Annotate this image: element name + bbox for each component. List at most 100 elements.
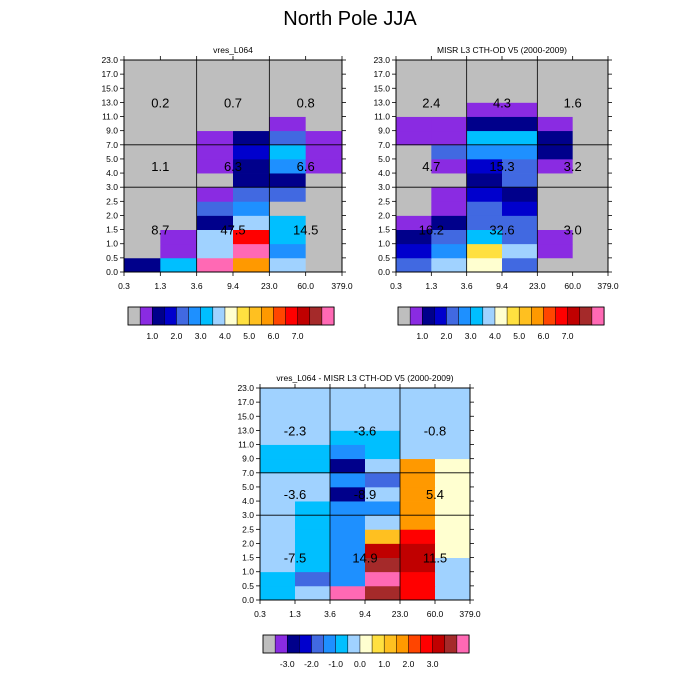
heatmap-cell: [330, 585, 366, 601]
page-title: North Pole JJA: [283, 8, 417, 30]
group-total-label: 11.5: [423, 551, 447, 566]
heatmap-cell: [466, 88, 503, 103]
colorbar-swatch: [151, 306, 165, 326]
y-tick-label: 13.0: [237, 425, 254, 435]
heatmap-cell: [233, 187, 270, 202]
y-tick-label: 0.0: [242, 595, 254, 605]
colorbar-swatch: [236, 306, 250, 326]
y-tick-label: 4.0: [242, 496, 254, 506]
heatmap-cell: [396, 60, 432, 75]
heatmap-cell: [330, 529, 366, 544]
group-total-label: 0.2: [151, 95, 169, 110]
heatmap-cell: [466, 187, 503, 202]
colorbar-swatch: [262, 634, 276, 654]
heatmap-cell: [330, 486, 366, 502]
heatmap-cell: [233, 201, 270, 216]
x-tick-label: 60.0: [427, 609, 444, 619]
heatmap-cell: [305, 116, 343, 132]
heatmap-cell: [466, 60, 503, 75]
heatmap-cell: [160, 257, 198, 273]
y-tick-label: 0.0: [106, 267, 118, 277]
y-tick-label: 2.5: [378, 196, 390, 206]
heatmap-cell: [295, 486, 331, 502]
heatmap-cell: [431, 187, 468, 202]
heatmap-cell: [260, 486, 296, 502]
heatmap-cell: [435, 501, 471, 516]
heatmap-cell: [572, 173, 609, 188]
y-tick-label: 9.0: [106, 126, 118, 136]
heatmap-cell: [233, 102, 270, 117]
heatmap-cell: [330, 402, 366, 417]
heatmap-cell: [305, 60, 343, 75]
group-total-label: 47.5: [220, 223, 245, 238]
colorbar-label: 7.0: [292, 331, 304, 341]
colorbar-swatch: [408, 634, 422, 654]
heatmap-cell: [124, 102, 161, 117]
heatmap-cell: [365, 585, 401, 601]
heatmap-cell: [537, 116, 574, 132]
heatmap-cell: [365, 571, 401, 587]
colorbar-label: 1.0: [378, 659, 390, 669]
heatmap-cell: [160, 229, 198, 245]
colorbar-label: -1.0: [328, 659, 343, 669]
colorbar-swatch: [591, 306, 605, 326]
colorbar-swatch: [506, 306, 520, 326]
heatmap-cell: [124, 229, 161, 245]
y-tick-label: 9.0: [242, 454, 254, 464]
y-tick-label: 13.0: [101, 97, 118, 107]
heatmap-cell: [330, 472, 366, 488]
heatmap-cell: [160, 187, 198, 202]
heatmap-cell: [233, 257, 270, 273]
heatmap-cell: [269, 229, 307, 245]
heatmap-cell: [572, 88, 609, 103]
heatmap-cell: [305, 130, 343, 146]
colorbar-swatch: [482, 306, 496, 326]
heatmap-cell: [260, 402, 296, 417]
heatmap-cell: [502, 116, 538, 132]
colorbar-swatch: [224, 306, 238, 326]
heatmap-cell: [269, 60, 307, 75]
y-tick-label: 1.0: [378, 239, 390, 249]
colorbar-swatch: [139, 306, 153, 326]
y-tick-label: 23.0: [101, 55, 118, 65]
heatmap-cell: [124, 187, 161, 202]
heatmap-cell: [431, 144, 468, 160]
y-tick-label: 1.0: [242, 567, 254, 577]
heatmap-cell: [435, 486, 471, 502]
heatmap-cell: [572, 102, 609, 117]
heatmap-cell: [435, 388, 471, 403]
group-total-label: 14.9: [352, 551, 377, 566]
colorbar-label: 1.0: [146, 331, 158, 341]
heatmap-cell: [502, 102, 538, 117]
y-tick-label: 0.5: [378, 253, 390, 263]
y-tick-label: 15.0: [101, 83, 118, 93]
heatmap-cell: [260, 416, 296, 431]
heatmap-cell: [400, 557, 436, 573]
heatmap-cell: [435, 557, 471, 573]
heatmap-cell: [572, 201, 609, 216]
heatmap-cell: [295, 402, 331, 417]
y-tick-label: 0.5: [106, 253, 118, 263]
panel-title: vres_L064: [213, 45, 253, 55]
x-tick-label: 379.0: [459, 609, 481, 619]
group-total-label: -3.6: [284, 487, 306, 502]
heatmap-cell: [260, 388, 296, 403]
x-tick-label: 23.0: [261, 281, 278, 291]
colorbar-swatch: [273, 306, 287, 326]
colorbar-swatch: [397, 306, 411, 326]
heatmap-cell: [466, 257, 503, 273]
heatmap-cell: [466, 116, 503, 132]
y-tick-label: 23.0: [373, 55, 390, 65]
heatmap-cell: [330, 458, 366, 474]
heatmap-cell: [233, 158, 270, 174]
heatmap-cell: [431, 102, 468, 117]
y-tick-label: 9.0: [378, 126, 390, 136]
colorbar-swatch: [531, 306, 544, 326]
colorbar-swatch: [579, 306, 593, 326]
heatmap-cell: [269, 116, 307, 132]
heatmap-cell: [196, 158, 234, 174]
colorbar-swatch: [176, 306, 190, 326]
heatmap-cell: [295, 472, 331, 488]
y-tick-label: 3.0: [378, 182, 390, 192]
heatmap-cell: [400, 472, 436, 488]
